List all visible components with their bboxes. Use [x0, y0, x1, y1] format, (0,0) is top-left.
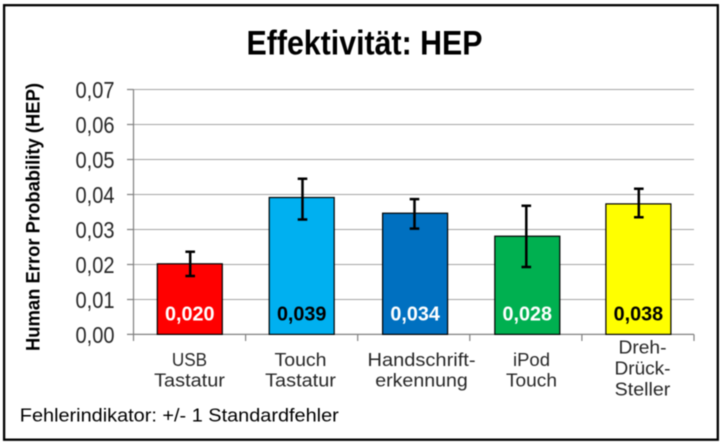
svg-text:0,028: 0,028 — [503, 304, 553, 326]
svg-text:0,01: 0,01 — [76, 287, 115, 313]
svg-text:Tastatur: Tastatur — [154, 371, 225, 391]
svg-text:0,03: 0,03 — [76, 217, 115, 243]
svg-text:Fehlerindikator: +/- 1 Standar: Fehlerindikator: +/- 1 Standardfehler — [20, 404, 339, 425]
svg-text:Handschrift-: Handschrift- — [368, 350, 476, 370]
svg-text:Effektivität: HEP: Effektivität: HEP — [247, 25, 483, 63]
svg-text:0,06: 0,06 — [76, 112, 115, 138]
svg-text:0,038: 0,038 — [614, 304, 664, 326]
svg-text:Touch: Touch — [506, 371, 557, 391]
svg-text:0,04: 0,04 — [76, 182, 115, 208]
svg-text:0,02: 0,02 — [76, 252, 115, 278]
svg-text:USB: USB — [172, 350, 207, 370]
svg-text:Tastatur: Tastatur — [265, 371, 336, 391]
svg-text:Steller: Steller — [615, 380, 671, 400]
svg-text:0,020: 0,020 — [165, 304, 215, 326]
svg-text:Dreh-: Dreh- — [619, 337, 667, 357]
svg-text:iPod: iPod — [513, 350, 550, 370]
svg-text:erkennung: erkennung — [375, 371, 468, 391]
svg-text:Drück-: Drück- — [615, 359, 671, 379]
svg-text:0,034: 0,034 — [390, 304, 440, 326]
svg-text:Touch: Touch — [275, 350, 327, 370]
svg-text:Human Error Probability (HEP): Human Error Probability (HEP) — [24, 83, 45, 351]
svg-text:0,00: 0,00 — [76, 322, 115, 348]
svg-text:0,05: 0,05 — [76, 147, 115, 173]
svg-text:0,039: 0,039 — [277, 304, 327, 326]
svg-text:0,07: 0,07 — [76, 77, 115, 103]
